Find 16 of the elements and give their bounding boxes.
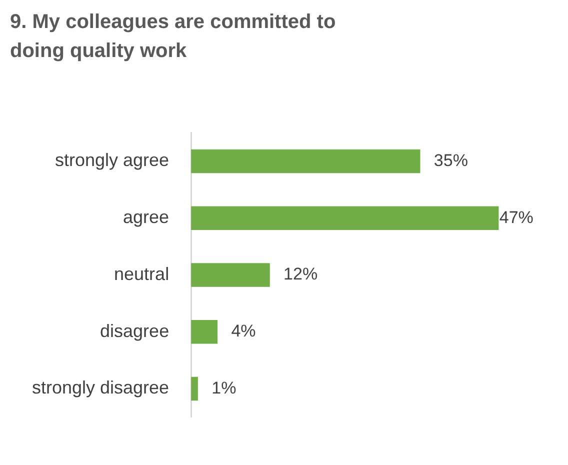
bar: [191, 206, 499, 230]
data-label: 1%: [212, 378, 236, 398]
data-label: 47%: [499, 208, 534, 227]
data-label: 35%: [434, 150, 468, 170]
y-tick-label: disagree: [100, 320, 170, 341]
y-tick-label: strongly disagree: [32, 378, 170, 398]
bar: [191, 376, 198, 401]
bar: [191, 320, 218, 344]
chart-title: 9. My colleagues are committed to doing quality work: [10, 10, 337, 64]
y-tick-label: strongly agree: [54, 150, 170, 170]
bar: [191, 149, 420, 174]
data-label: 12%: [284, 264, 318, 284]
data-label: 4%: [231, 322, 256, 341]
bar: [191, 263, 270, 287]
y-tick-label: agree: [123, 207, 170, 228]
y-tick-label: neutral: [114, 264, 170, 284]
